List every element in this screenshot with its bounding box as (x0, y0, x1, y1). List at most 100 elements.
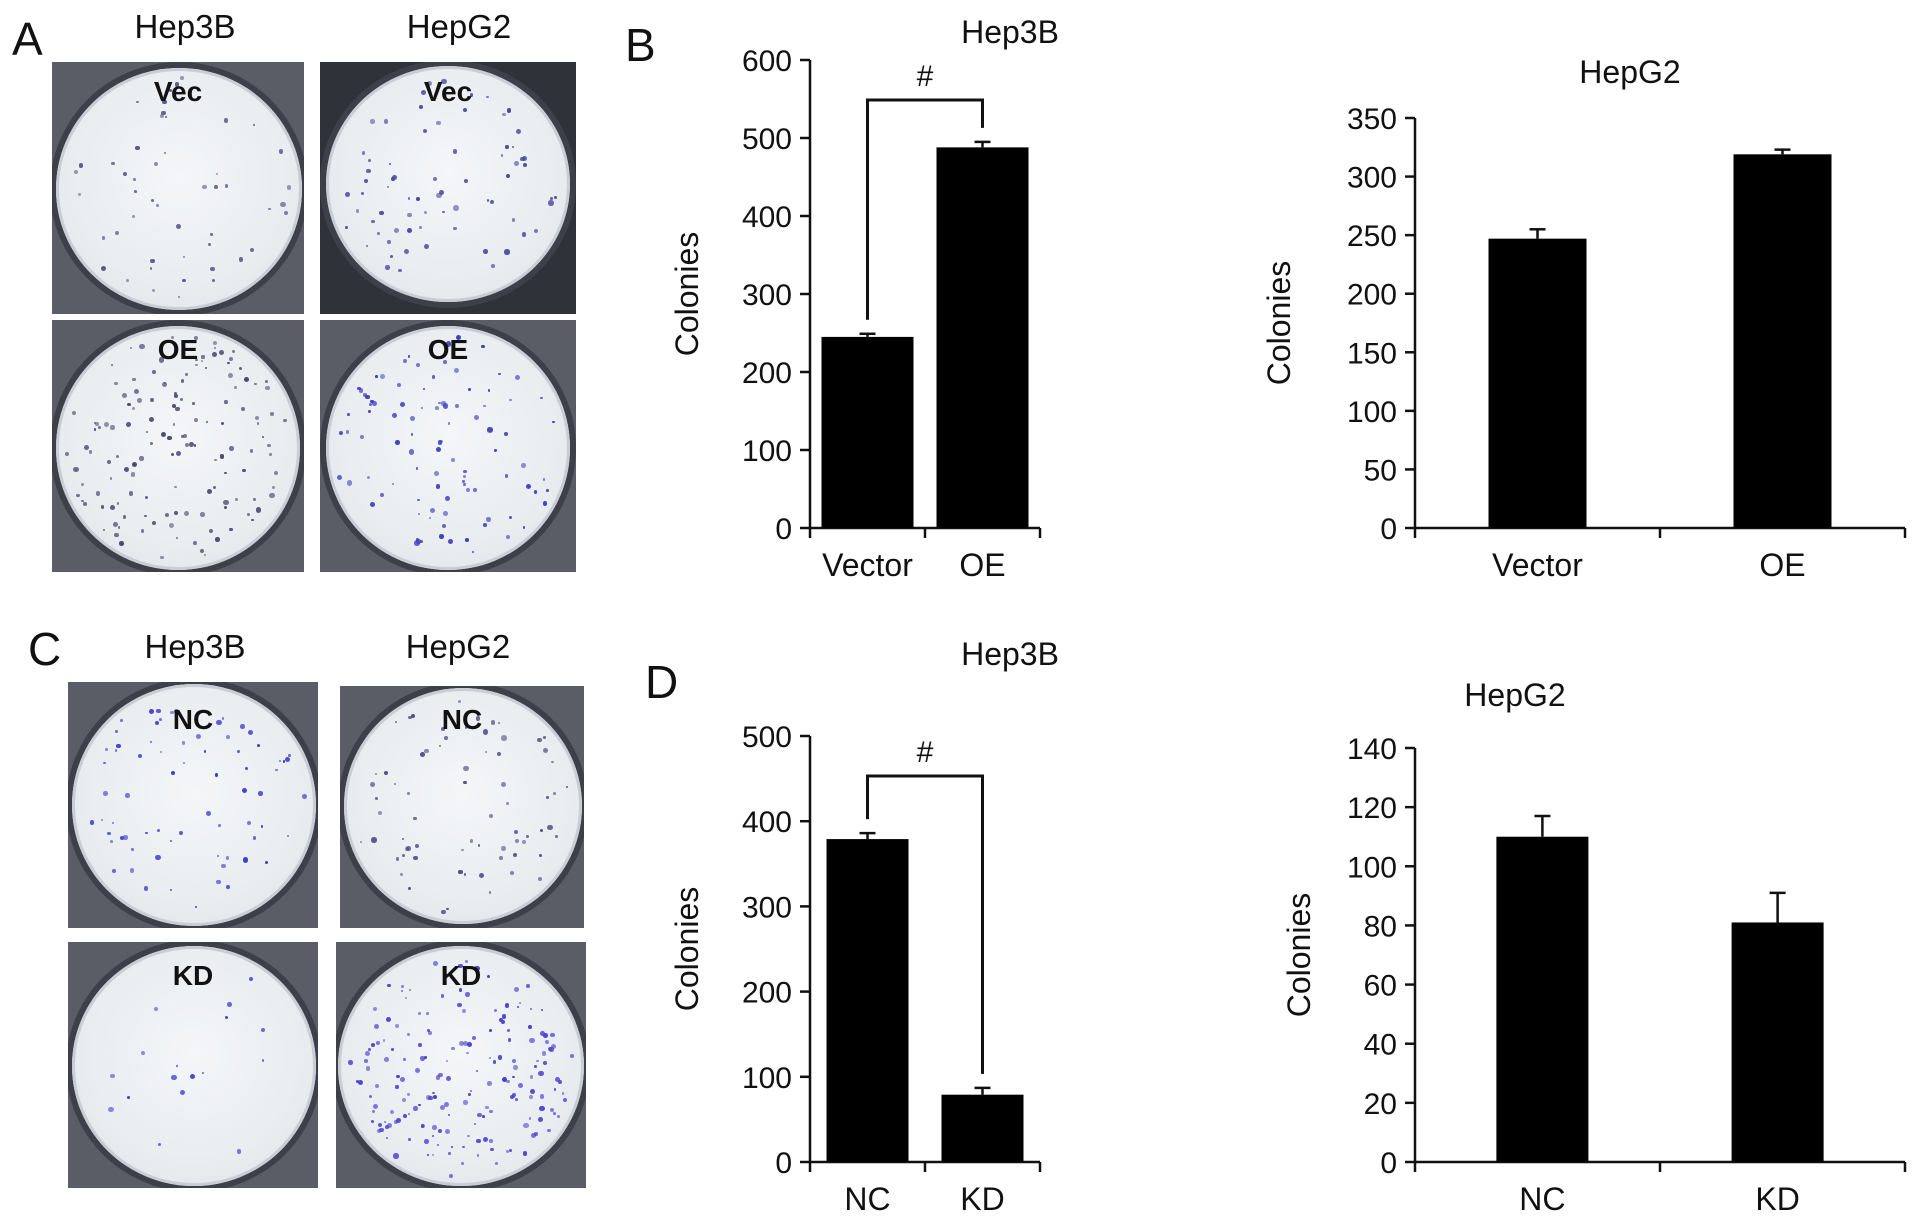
colony-dot (218, 824, 221, 828)
panel-d-hepg2-chart: HepG2 Colonies 0 20 40 60 80 100 120 140 NC KD (1281, 677, 1907, 1217)
colony-dot (530, 1008, 533, 1011)
colony-dot (471, 1035, 476, 1041)
colony-dot (529, 1088, 535, 1094)
colony-dot (504, 249, 510, 255)
colony-dot (103, 761, 106, 764)
y-tick-label: 200 (1347, 279, 1397, 312)
colony-dot (139, 456, 144, 461)
colony-dot (455, 334, 462, 341)
colony-dot (459, 1041, 465, 1047)
colony-dot (473, 488, 477, 493)
colony-dot (159, 357, 165, 363)
y-axis-label: Colonies (1281, 893, 1317, 1018)
colony-dot (182, 279, 186, 283)
colony-dot (570, 1054, 575, 1058)
colony-dot (458, 963, 463, 969)
colony-dot (466, 1052, 469, 1055)
colony-dot (384, 1056, 389, 1062)
colony-dot (180, 397, 184, 401)
colony-dot (165, 115, 168, 119)
colony-dot (174, 394, 179, 399)
colony-dot (355, 1080, 359, 1084)
colony-dot (437, 1144, 440, 1147)
colony-dot (194, 418, 199, 423)
colony-dot (511, 218, 516, 222)
colony-dot (462, 780, 467, 785)
colony-dot (414, 1068, 421, 1074)
colony-dot (224, 400, 228, 404)
colony-dot (270, 412, 274, 417)
colony-dot (105, 748, 108, 751)
colony-dot (195, 358, 198, 362)
panel-c-column-hep3b: Hep3B (144, 628, 246, 665)
colony-dot (107, 831, 111, 836)
colony-dot (182, 761, 186, 765)
x-tick-label: KD (960, 1181, 1004, 1217)
colony-dot (550, 197, 554, 201)
colony-dot (534, 1132, 539, 1136)
colony-dot (73, 466, 79, 473)
colony-dot (170, 452, 174, 456)
colony-dot (443, 403, 449, 409)
colony-dot (394, 720, 397, 723)
colony-dot (500, 781, 507, 788)
colony-dot (286, 185, 292, 191)
colony-dot (539, 829, 543, 833)
colony-dot (420, 540, 424, 544)
colony-dot (505, 173, 510, 178)
colony-dot (477, 844, 481, 847)
colony-dot (555, 1076, 561, 1082)
colony-dot (369, 782, 375, 788)
colony-dot (386, 1136, 389, 1139)
colony-dot (526, 483, 532, 490)
colony-dot (407, 792, 410, 795)
y-tick-label: 40 (1364, 1029, 1397, 1062)
colony-dot (461, 480, 465, 483)
colony-dot (416, 539, 421, 544)
colony-dot (201, 359, 204, 362)
panel-a-column-hepg2: HepG2 (406, 8, 512, 45)
colony-dot (463, 1100, 468, 1105)
colony-dot (390, 1048, 394, 1051)
colony-dot (504, 474, 508, 478)
colony-dot (183, 510, 189, 516)
colony-dot (445, 1128, 451, 1134)
colony-dot (485, 1105, 490, 1110)
y-tick-label: 100 (742, 435, 792, 468)
colony-dot (439, 534, 444, 539)
colony-dot (80, 482, 85, 487)
colony-dot (253, 498, 257, 502)
colony-dot (116, 501, 120, 505)
colony-dot (155, 708, 161, 714)
colony-dot (383, 119, 388, 124)
colony-dot (171, 1074, 177, 1081)
colony-dot (492, 1060, 497, 1064)
colony-dot (150, 259, 155, 264)
colony-dot (203, 553, 207, 557)
colony-dot (451, 458, 455, 462)
colony-dot (227, 362, 230, 365)
colony-dot (543, 736, 546, 739)
colony-dot (504, 1003, 509, 1008)
colony-dot (368, 409, 372, 413)
colony-dot (111, 363, 114, 366)
colony-dot (265, 861, 269, 865)
colony-dot (110, 504, 116, 510)
y-tick-label: 60 (1364, 970, 1397, 1003)
colony-dot (415, 467, 419, 470)
colony-dot (159, 113, 164, 118)
colony-dot (453, 368, 459, 374)
colony-dot (467, 1134, 470, 1138)
colony-dot (509, 1094, 514, 1100)
colony-dot (486, 95, 489, 99)
colony-dot (421, 89, 427, 95)
colony-dot (469, 93, 474, 97)
y-tick-label: 100 (742, 1062, 792, 1095)
colony-dot (399, 873, 403, 877)
colony-dot (438, 401, 441, 405)
colony-dot (462, 107, 467, 112)
colony-dot (127, 1095, 131, 1099)
y-tick-label: 400 (742, 201, 792, 234)
colony-dot (501, 735, 507, 741)
colony-dot (120, 835, 125, 840)
